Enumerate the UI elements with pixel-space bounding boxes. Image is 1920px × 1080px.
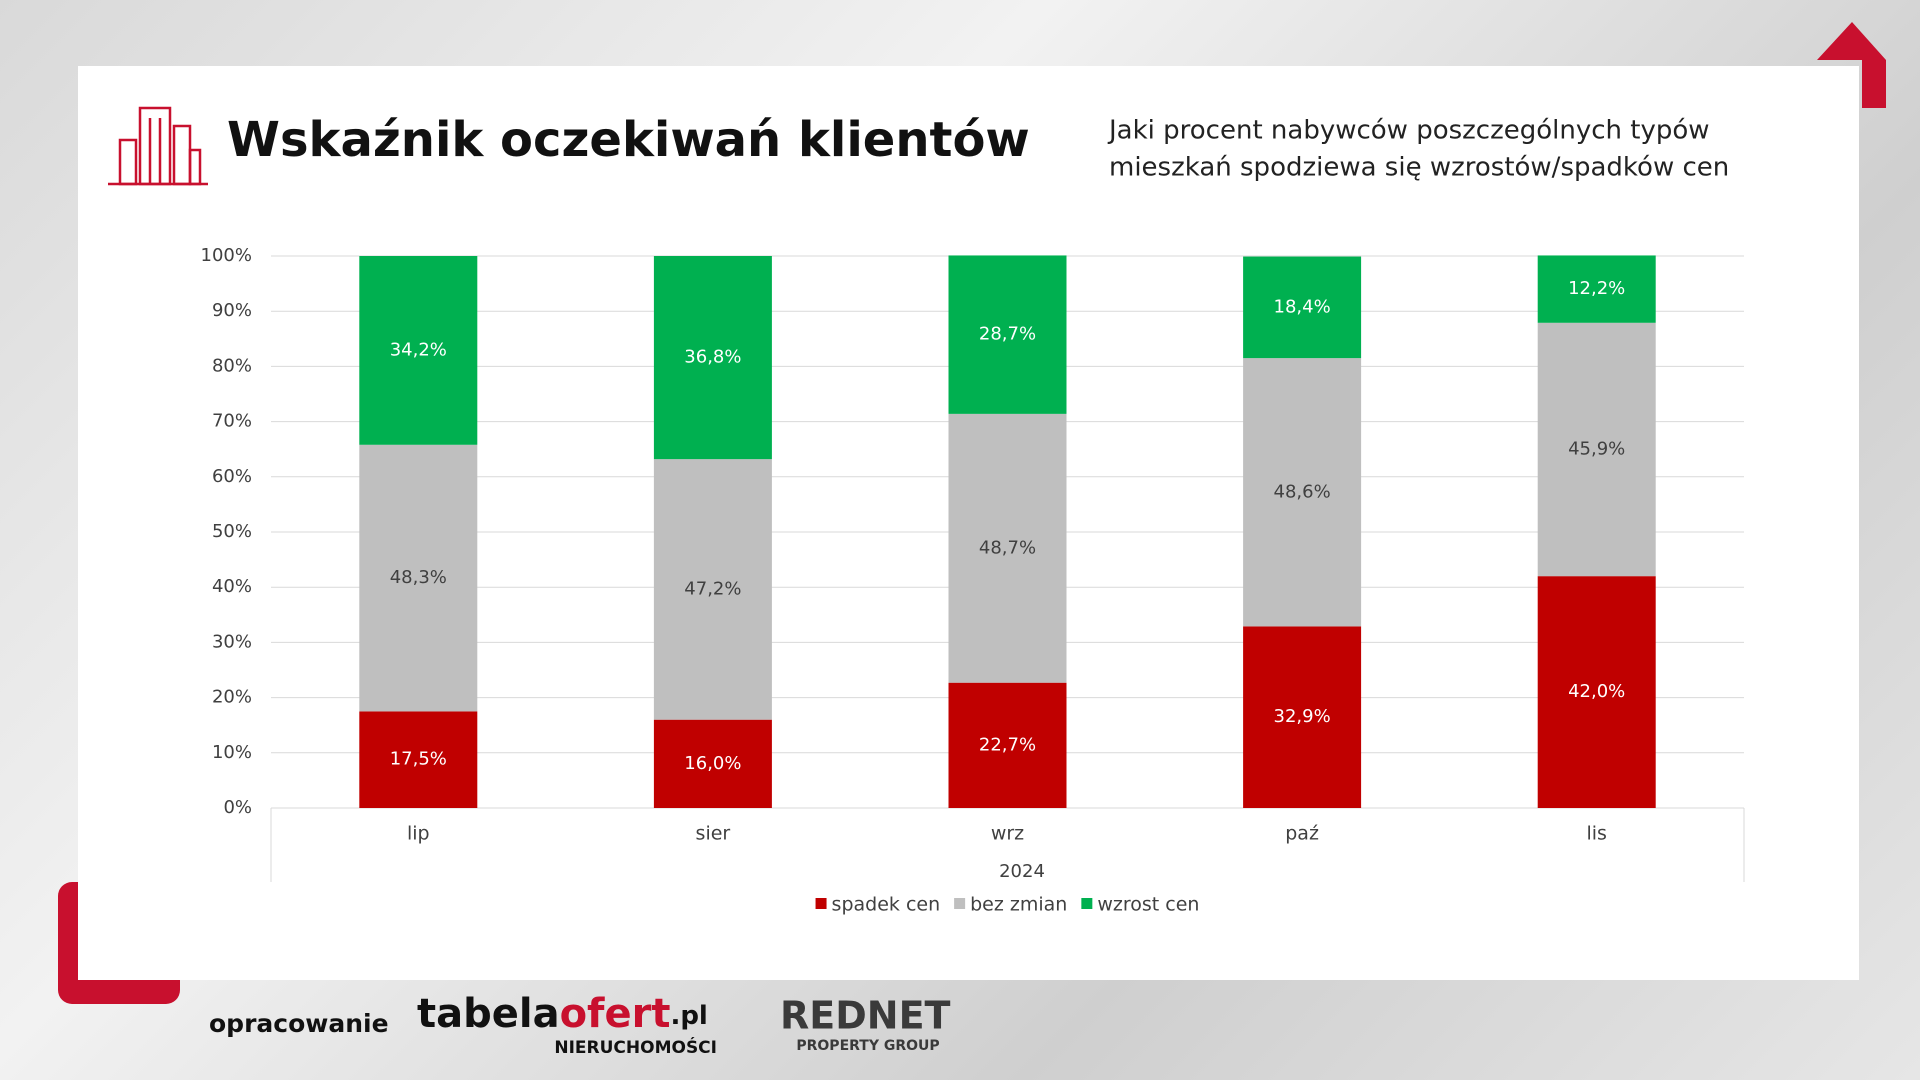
value-label: 34,2% xyxy=(390,339,447,360)
bar-segment xyxy=(653,256,772,460)
logo-part: tabela xyxy=(417,991,560,1037)
bar-segment xyxy=(1243,358,1362,627)
value-label: 36,8% xyxy=(684,347,741,368)
logo: tabelaofert.pl xyxy=(417,991,708,1037)
y-tick-label: 60% xyxy=(212,466,252,487)
value-label: 42,0% xyxy=(1568,681,1625,702)
bar-segment xyxy=(1537,255,1656,323)
legend-label: spadek cen xyxy=(832,894,941,916)
logo-part: .pl xyxy=(670,1001,707,1031)
x-group-label: 2024 xyxy=(999,861,1045,882)
y-tick-label: 10% xyxy=(212,742,252,763)
bar-segment xyxy=(948,255,1067,414)
legend-swatch xyxy=(954,898,966,909)
bar-segment xyxy=(948,413,1067,683)
y-tick-label: 30% xyxy=(212,631,252,652)
legend-label: bez zmian xyxy=(970,894,1067,916)
x-tick-label: sier xyxy=(696,823,731,845)
y-tick-label: 50% xyxy=(212,521,252,542)
bar-segment xyxy=(359,711,478,808)
y-tick-label: 90% xyxy=(212,300,252,321)
value-label: 22,7% xyxy=(979,734,1036,755)
footer-credit: opracowanie xyxy=(209,1009,389,1038)
logo: REDNET xyxy=(780,994,951,1038)
logo-tagline: PROPERTY GROUP xyxy=(796,1038,939,1054)
logo-tagline: NIERUCHOMOŚCI xyxy=(554,1036,717,1058)
legend-label: wzrost cen xyxy=(1097,894,1199,916)
y-tick-label: 100% xyxy=(201,245,252,266)
bar-segment xyxy=(359,444,478,712)
value-label: 16,0% xyxy=(684,753,741,774)
y-tick-label: 80% xyxy=(212,355,252,376)
bar-segment xyxy=(359,256,478,445)
chart-title: Wskaźnik oczekiwań klientów xyxy=(227,112,1030,168)
y-tick-label: 70% xyxy=(212,411,252,432)
value-label: 48,6% xyxy=(1274,481,1331,502)
bar-segment xyxy=(653,719,772,808)
legend-swatch xyxy=(815,898,827,909)
bar-segment xyxy=(1537,576,1656,808)
bar-segment xyxy=(1537,322,1656,577)
value-label: 18,4% xyxy=(1274,296,1331,317)
x-tick-label: lis xyxy=(1586,823,1606,845)
legend-swatch xyxy=(1081,898,1093,909)
bar-segment xyxy=(653,459,772,720)
y-tick-label: 20% xyxy=(212,687,252,708)
x-tick-label: wrz xyxy=(991,823,1024,845)
bar-segment xyxy=(948,682,1067,808)
corner-shape xyxy=(1817,22,1886,108)
value-label: 17,5% xyxy=(390,749,447,770)
value-label: 48,7% xyxy=(979,537,1036,558)
value-label: 32,9% xyxy=(1274,706,1331,727)
y-tick-label: 0% xyxy=(223,797,252,818)
value-label: 47,2% xyxy=(684,578,741,599)
bar-segment xyxy=(1243,256,1362,359)
chart-subtitle: Jaki procent nabywców poszczególnych typ… xyxy=(1107,116,1710,146)
x-tick-label: lip xyxy=(407,823,430,845)
building-icon xyxy=(108,106,208,186)
x-tick-label: paź xyxy=(1285,823,1319,845)
bar-segment xyxy=(1243,626,1362,808)
value-label: 45,9% xyxy=(1568,438,1625,459)
y-tick-label: 40% xyxy=(212,576,252,597)
chart-subtitle: mieszkań spodziewa się wzrostów/spadków … xyxy=(1109,153,1729,183)
value-label: 12,2% xyxy=(1568,278,1625,299)
logo-part: ofert xyxy=(560,991,671,1037)
value-label: 48,3% xyxy=(390,567,447,588)
value-label: 28,7% xyxy=(979,324,1036,345)
